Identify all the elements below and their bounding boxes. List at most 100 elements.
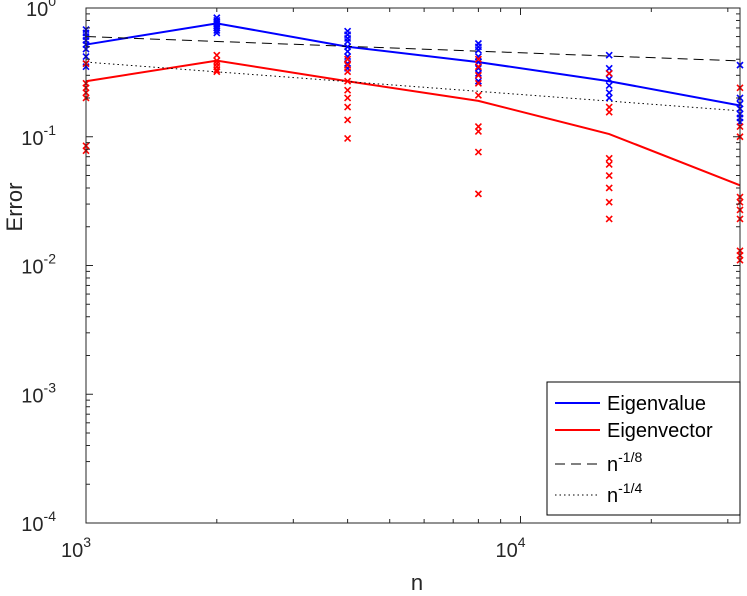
series-line-eigenvalue xyxy=(85,22,741,107)
sample-marker xyxy=(605,154,613,162)
y-tick-label: 100 xyxy=(26,0,56,21)
sample-marker xyxy=(474,79,482,87)
sample-marker-stroke xyxy=(474,79,482,87)
sample-marker xyxy=(344,55,352,63)
sample-marker-stroke xyxy=(605,81,613,90)
sample-marker-stroke xyxy=(344,61,352,69)
sample-marker-stroke xyxy=(474,46,482,54)
x-axis-label: n xyxy=(411,570,423,595)
sample-marker xyxy=(605,108,613,116)
series-line-n-1-4 xyxy=(85,61,741,112)
legend-label-n-1-4-base: n xyxy=(607,485,618,507)
sample-marker-stroke xyxy=(605,89,613,97)
sample-marker-stroke xyxy=(344,68,352,76)
sample-marker-stroke xyxy=(344,86,352,94)
sample-marker xyxy=(605,103,613,111)
sample-marker xyxy=(344,86,352,94)
sample-marker-stroke xyxy=(605,51,613,59)
sample-marker-stroke xyxy=(213,68,221,76)
legend-label-n-1-8-exp: -1/8 xyxy=(618,449,642,465)
sample-marker xyxy=(344,37,352,45)
sample-marker xyxy=(605,94,613,102)
sample-marker-stroke xyxy=(474,55,482,63)
axes xyxy=(85,7,741,524)
sample-marker xyxy=(344,94,352,102)
sample-marker xyxy=(605,171,613,180)
sample-marker xyxy=(605,81,613,90)
sample-marker-stroke xyxy=(344,116,352,124)
sample-marker xyxy=(605,69,613,78)
sample-marker-stroke xyxy=(605,160,613,168)
y-axis-label: Error xyxy=(2,183,27,232)
legend-label-eigenvector: Eigenvector xyxy=(607,420,713,442)
legend-label-n-1-4: n-1/4 xyxy=(607,480,642,507)
sample-marker xyxy=(474,77,482,85)
sample-marker xyxy=(474,190,482,198)
sample-marker xyxy=(344,103,352,111)
sample-marker xyxy=(344,116,352,124)
sample-marker-stroke xyxy=(605,215,613,223)
sample-marker-stroke xyxy=(474,69,482,78)
sample-marker-stroke xyxy=(344,52,352,61)
sample-marker xyxy=(213,29,221,37)
sample-marker-stroke xyxy=(474,71,482,79)
sample-marker xyxy=(344,68,352,76)
sample-marker xyxy=(605,75,613,83)
sample-marker-stroke xyxy=(605,75,613,83)
sample-marker-stroke xyxy=(474,148,482,156)
sample-marker-stroke xyxy=(605,108,613,116)
sample-marker xyxy=(474,52,482,61)
x-tick-label: 103 xyxy=(61,534,91,562)
sample-marker-stroke xyxy=(474,127,482,135)
sample-marker xyxy=(605,184,613,192)
sample-marker xyxy=(474,127,482,135)
sample-marker xyxy=(474,64,482,72)
plot-lines xyxy=(85,22,741,187)
sample-marker-stroke xyxy=(344,77,352,85)
sample-marker-stroke xyxy=(213,66,221,74)
sample-marker-stroke xyxy=(474,64,482,72)
sample-marker-stroke xyxy=(605,171,613,180)
plot-markers xyxy=(82,14,744,264)
sample-marker xyxy=(344,52,352,61)
sample-marker-stroke xyxy=(605,198,613,206)
sample-marker xyxy=(474,55,482,63)
sample-marker-stroke xyxy=(474,77,482,85)
legend-label-n-1-8: n-1/8 xyxy=(607,449,642,476)
sample-marker-stroke xyxy=(344,94,352,102)
sample-marker xyxy=(344,77,352,85)
sample-marker xyxy=(474,69,482,78)
series-line-eigenvector xyxy=(85,59,741,187)
legend-label-n-1-8-base: n xyxy=(607,454,618,476)
sample-marker xyxy=(605,215,613,223)
sample-marker-stroke xyxy=(344,55,352,63)
y-tick-label: 10-2 xyxy=(21,251,56,279)
sample-marker-stroke xyxy=(605,184,613,192)
sample-marker-stroke xyxy=(344,134,352,143)
sample-marker-stroke xyxy=(605,64,613,72)
sample-marker-stroke xyxy=(474,63,482,71)
sample-marker-stroke xyxy=(474,91,482,99)
sample-marker xyxy=(474,63,482,71)
sample-marker xyxy=(605,89,613,97)
sample-marker xyxy=(605,64,613,72)
sample-marker-stroke xyxy=(605,69,613,78)
sample-marker xyxy=(605,198,613,206)
sample-marker xyxy=(344,134,352,143)
sample-marker-stroke xyxy=(344,103,352,111)
sample-marker-stroke xyxy=(213,26,221,34)
x-tick-label: 104 xyxy=(495,534,525,562)
sample-marker-stroke xyxy=(344,37,352,45)
y-tick-label: 10-3 xyxy=(21,379,56,407)
sample-marker xyxy=(474,91,482,99)
legend-box xyxy=(546,381,741,516)
sample-marker xyxy=(474,148,482,156)
sample-marker xyxy=(213,68,221,76)
sample-marker xyxy=(213,66,221,74)
legend: Eigenvalue Eigenvector n-1/8 n-1/4 xyxy=(546,381,741,516)
sample-marker-stroke xyxy=(605,154,613,162)
sample-marker-stroke xyxy=(605,103,613,111)
legend-label-eigenvalue: Eigenvalue xyxy=(607,393,706,415)
sample-marker-stroke xyxy=(213,29,221,37)
